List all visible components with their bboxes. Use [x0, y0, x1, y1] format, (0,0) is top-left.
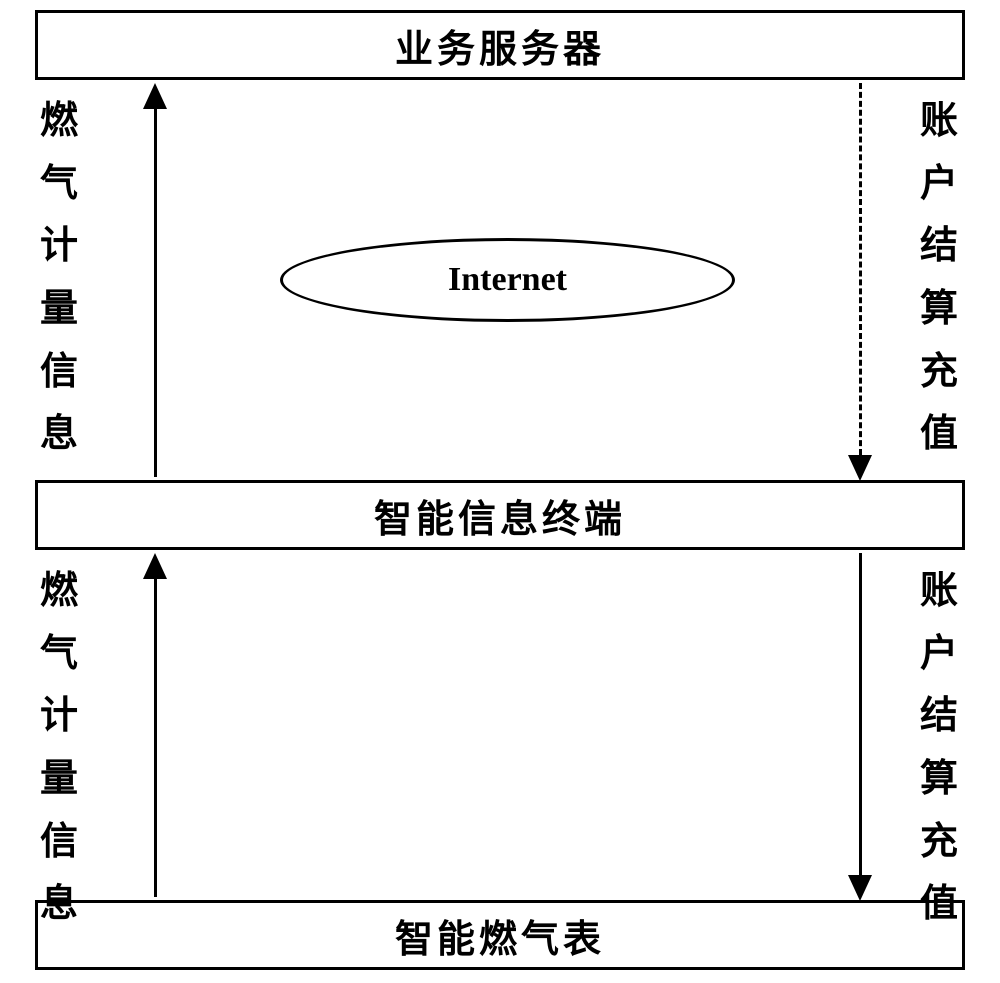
- node-meter: 智能燃气表: [35, 900, 965, 970]
- label-upper-right: 账 户 结 算 充 值: [920, 90, 958, 466]
- node-terminal: 智能信息终端: [35, 480, 965, 550]
- node-internet-label: Internet: [448, 261, 567, 299]
- system-diagram: 业务服务器 智能信息终端 智能燃气表 Internet 燃 气 计 量 信 息 …: [35, 10, 965, 970]
- node-meter-label: 智能燃气表: [395, 908, 605, 963]
- node-server-label: 业务服务器: [395, 18, 605, 73]
- node-server: 业务服务器: [35, 10, 965, 80]
- node-internet: Internet: [280, 238, 735, 322]
- label-upper-left: 燃 气 计 量 信 息: [40, 90, 78, 466]
- label-lower-right: 账 户 结 算 充 值: [920, 560, 958, 936]
- label-lower-left: 燃 气 计 量 信 息: [40, 560, 78, 936]
- node-terminal-label: 智能信息终端: [374, 488, 626, 543]
